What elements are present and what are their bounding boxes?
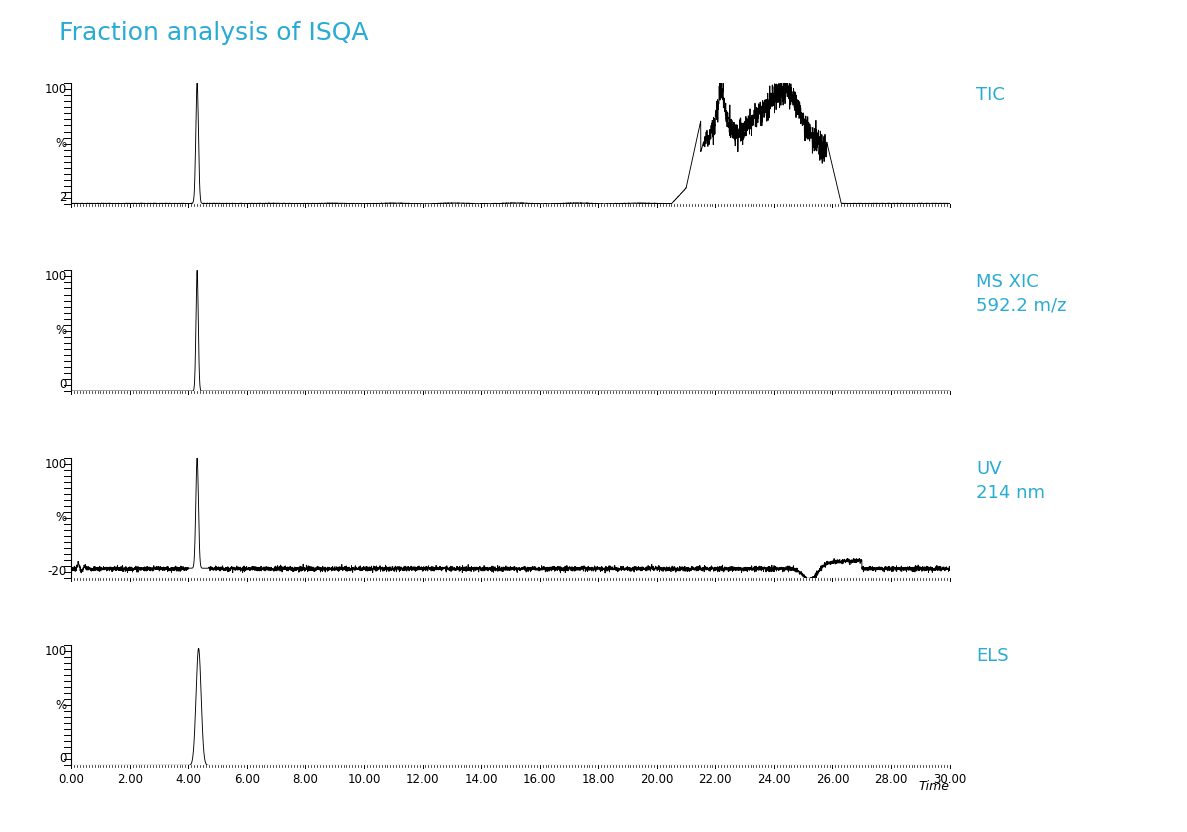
Text: 26.00: 26.00 [815, 773, 849, 785]
Text: 2: 2 [59, 191, 66, 204]
Text: 18.00: 18.00 [582, 773, 615, 785]
Text: %: % [56, 699, 66, 711]
Text: 10.00: 10.00 [348, 773, 381, 785]
Text: 100: 100 [45, 83, 66, 97]
Text: Time: Time [919, 780, 950, 793]
Text: Fraction analysis of ISQA: Fraction analysis of ISQA [59, 21, 369, 45]
Text: 30.00: 30.00 [933, 773, 966, 785]
Text: %: % [56, 512, 66, 524]
Text: 16.00: 16.00 [523, 773, 557, 785]
Text: MS XIC
592.2 m/z: MS XIC 592.2 m/z [976, 273, 1066, 314]
Text: %: % [56, 324, 66, 337]
Text: 2.00: 2.00 [116, 773, 142, 785]
Text: 100: 100 [45, 458, 66, 471]
Text: 22.00: 22.00 [699, 773, 732, 785]
Text: ELS: ELS [976, 647, 1009, 665]
Text: 28.00: 28.00 [875, 773, 908, 785]
Text: 20.00: 20.00 [640, 773, 673, 785]
Text: 0: 0 [59, 378, 66, 391]
Text: TIC: TIC [976, 86, 1005, 104]
Text: 8.00: 8.00 [292, 773, 318, 785]
Text: 14.00: 14.00 [464, 773, 497, 785]
Text: 100: 100 [45, 645, 66, 657]
Text: 6.00: 6.00 [234, 773, 260, 785]
Text: 0.00: 0.00 [58, 773, 84, 785]
Text: 100: 100 [45, 270, 66, 284]
Text: -20: -20 [47, 565, 66, 578]
Text: 4.00: 4.00 [176, 773, 202, 785]
Text: 0: 0 [59, 752, 66, 765]
Text: UV
214 nm: UV 214 nm [976, 460, 1045, 502]
Text: 12.00: 12.00 [406, 773, 439, 785]
Text: %: % [56, 137, 66, 150]
Text: 24.00: 24.00 [757, 773, 791, 785]
